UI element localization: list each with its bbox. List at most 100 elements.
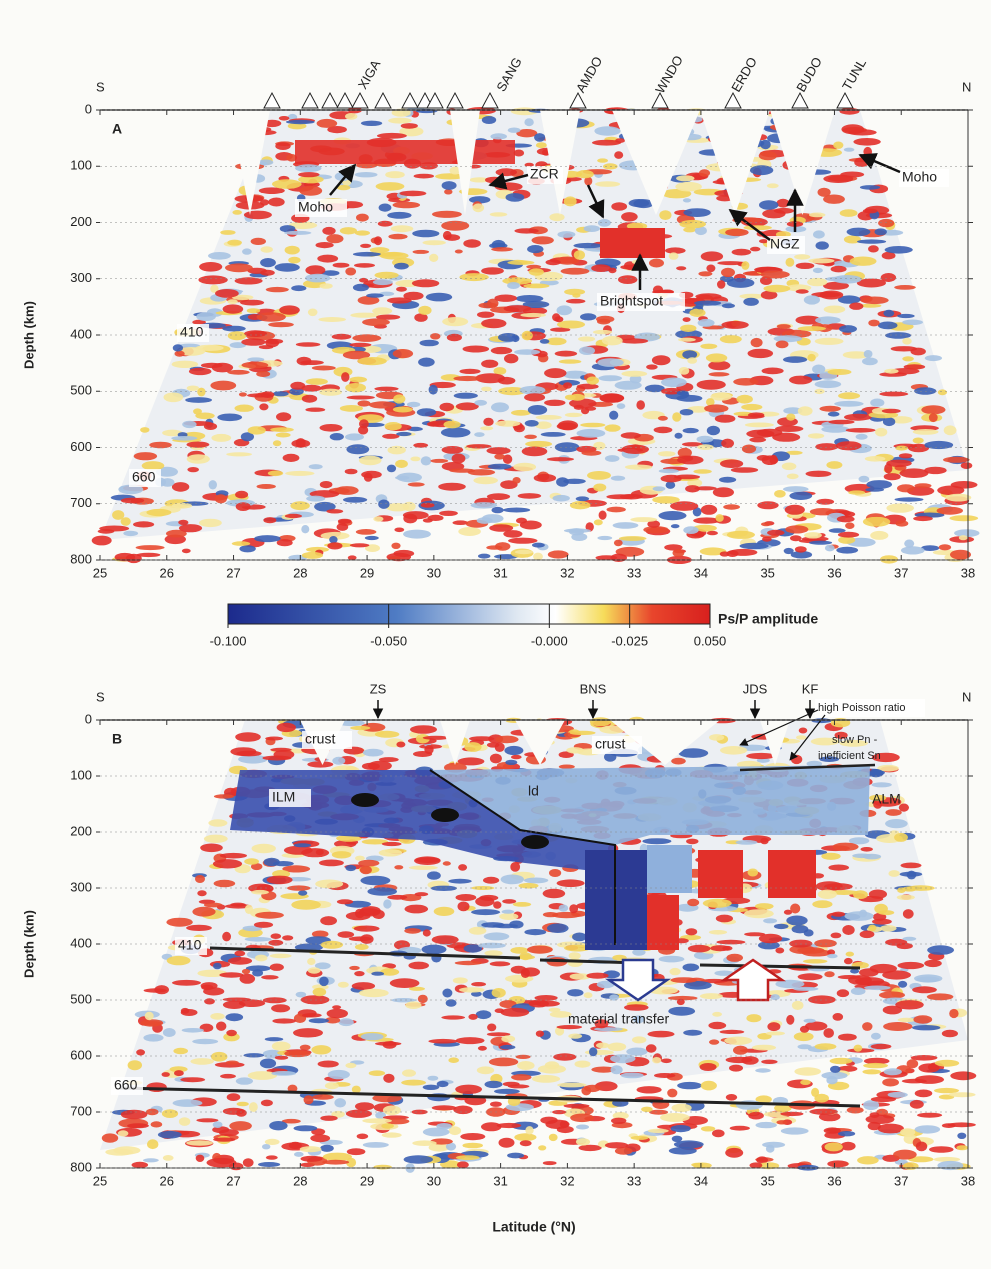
amplitude-blob xyxy=(136,545,165,550)
amplitude-blob xyxy=(804,532,822,538)
amplitude-blob xyxy=(330,433,344,440)
brightspot xyxy=(600,228,665,258)
amplitude-blob xyxy=(864,350,873,358)
station-name: JDS xyxy=(743,681,768,696)
amplitude-blob xyxy=(808,433,824,438)
amplitude-blob xyxy=(295,164,321,172)
amplitude-blob xyxy=(328,1070,350,1079)
amplitude-blob xyxy=(875,228,887,235)
amplitude-blob xyxy=(580,313,596,320)
x-tick-label: 26 xyxy=(160,1173,174,1188)
amplitude-blob xyxy=(301,525,309,533)
amplitude-blob xyxy=(317,255,338,263)
amplitude-blob xyxy=(396,742,405,748)
x-tick-label: 33 xyxy=(627,1173,641,1188)
amplitude-blob xyxy=(652,1057,661,1063)
amplitude-blob xyxy=(228,331,247,340)
amplitude-blob xyxy=(412,230,439,238)
amplitude-blob xyxy=(948,1122,976,1127)
amplitude-blob xyxy=(762,209,785,218)
amplitude-blob xyxy=(298,172,319,177)
amplitude-blob xyxy=(796,263,815,269)
amplitude-blob xyxy=(356,214,369,222)
amplitude-blob xyxy=(388,446,406,455)
amplitude-blob xyxy=(584,1085,601,1092)
amplitude-blob xyxy=(288,257,300,264)
amplitude-blob xyxy=(798,406,813,415)
amplitude-blob xyxy=(364,473,373,482)
amplitude-blob xyxy=(235,277,263,284)
annotation: 410 xyxy=(180,324,204,340)
amplitude-blob xyxy=(746,753,776,759)
amplitude-blob xyxy=(305,408,325,412)
amplitude-blob xyxy=(306,496,325,502)
amplitude-blob xyxy=(164,393,184,403)
amplitude-blob xyxy=(453,376,481,381)
amplitude-blob xyxy=(776,1120,787,1124)
amplitude-blob xyxy=(563,382,572,388)
y-tick-label: 400 xyxy=(70,326,92,341)
amplitude-blob xyxy=(407,402,420,407)
amplitude-blob xyxy=(625,465,652,470)
amplitude-blob xyxy=(320,1145,334,1152)
amplitude-blob xyxy=(549,869,561,877)
amplitude-blob xyxy=(507,1153,524,1159)
amplitude-blob xyxy=(833,1013,844,1021)
amplitude-blob xyxy=(794,1032,814,1041)
amplitude-blob xyxy=(609,994,619,1000)
amplitude-blob xyxy=(709,734,724,741)
amplitude-blob xyxy=(404,928,421,934)
amplitude-blob xyxy=(646,1044,657,1052)
amplitude-blob xyxy=(186,1140,213,1145)
amplitude-blob xyxy=(494,1089,520,1094)
amplitude-blob xyxy=(894,833,908,842)
annotation: crust xyxy=(305,731,335,747)
amplitude-blob xyxy=(546,259,561,265)
amplitude-blob xyxy=(388,118,412,124)
amplitude-blob xyxy=(256,371,270,377)
amplitude-blob xyxy=(913,438,924,444)
amplitude-blob xyxy=(236,1109,247,1117)
amplitude-blob xyxy=(489,1058,518,1067)
amplitude-blob xyxy=(204,423,217,430)
amplitude-blob xyxy=(720,746,747,755)
amplitude-blob xyxy=(899,453,912,458)
amplitude-blob xyxy=(172,482,189,492)
amplitude-blob xyxy=(480,426,493,430)
amplitude-blob xyxy=(395,476,409,480)
amplitude-blob xyxy=(895,497,924,501)
amplitude-blob xyxy=(304,1095,314,1104)
amplitude-blob xyxy=(265,1037,284,1041)
amplitude-blob xyxy=(456,1037,485,1044)
amplitude-blob xyxy=(322,227,335,235)
amplitude-blob xyxy=(587,471,611,480)
amplitude-blob xyxy=(785,525,808,533)
x-tick-label: 28 xyxy=(293,1173,307,1188)
x-tick-label: 30 xyxy=(427,565,441,580)
amplitude-blob xyxy=(804,295,820,304)
amplitude-blob xyxy=(405,1001,421,1009)
amplitude-blob xyxy=(239,545,255,552)
x-tick-label: 27 xyxy=(226,1173,240,1188)
amplitude-blob xyxy=(227,299,237,304)
amplitude-blob xyxy=(790,535,802,541)
amplitude-blob xyxy=(309,1018,329,1023)
amplitude-blob xyxy=(360,244,371,248)
amplitude-blob xyxy=(423,240,446,245)
amplitude-blob xyxy=(700,1063,717,1071)
amplitude-blob xyxy=(944,425,957,435)
amplitude-blob xyxy=(833,142,843,149)
amplitude-blob xyxy=(126,554,142,563)
amplitude-blob xyxy=(592,140,621,146)
amplitude-blob xyxy=(226,452,252,456)
y-tick-label: 700 xyxy=(70,495,92,510)
amplitude-blob xyxy=(659,511,687,520)
colorbar-tick-label: -0.050 xyxy=(370,633,407,648)
amplitude-blob xyxy=(484,950,502,956)
amplitude-blob xyxy=(596,1043,609,1049)
amplitude-blob xyxy=(193,408,202,414)
amplitude-blob xyxy=(846,952,854,957)
amplitude-blob xyxy=(672,412,681,422)
amplitude-blob xyxy=(403,530,431,539)
amplitude-blob xyxy=(957,1133,966,1139)
